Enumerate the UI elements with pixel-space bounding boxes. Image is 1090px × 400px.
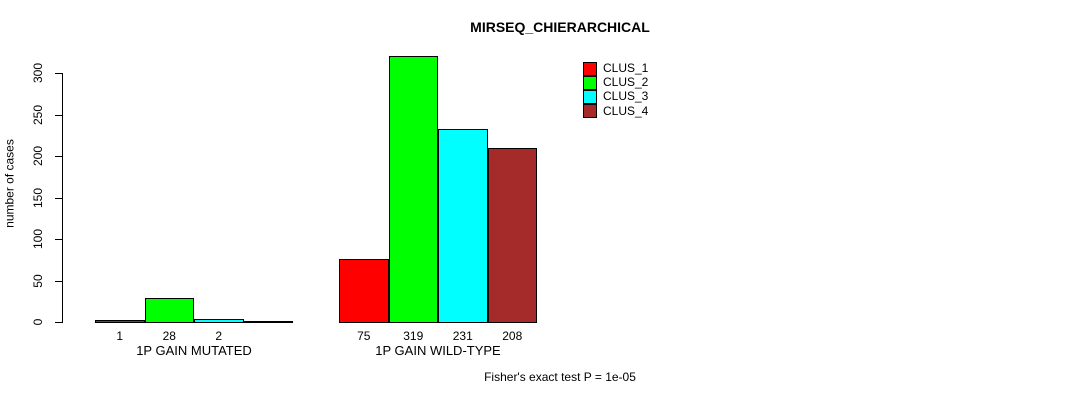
chart-title: MIRSEQ_CHIERARCHICAL <box>470 19 650 35</box>
legend-item-clus_1: CLUS_1 <box>583 61 649 76</box>
legend-swatch-clus_1 <box>583 61 597 76</box>
y-tick-mark <box>55 114 62 116</box>
legend-label: CLUS_4 <box>603 103 649 118</box>
y-tick-label: 250 <box>31 104 45 125</box>
bar-clus_3-group2 <box>438 129 488 323</box>
y-tick-mark <box>55 280 62 282</box>
bar-value-label: 1 <box>116 329 124 343</box>
bar-value-label: 208 <box>502 329 523 343</box>
legend-swatch-clus_2 <box>583 75 597 90</box>
bar-value-label: 319 <box>403 329 424 343</box>
y-tick-label: 300 <box>31 62 45 84</box>
bar-clus_3-group1 <box>194 319 244 323</box>
bar-clus_1-group2 <box>339 258 389 323</box>
y-tick-mark <box>55 322 62 323</box>
y-axis-label: number of cases <box>2 139 17 228</box>
legend-item-clus_4: CLUS_4 <box>583 103 649 119</box>
bar-clus_2-group2 <box>388 56 438 323</box>
y-tick-label: 0 <box>31 318 45 326</box>
y-tick-mark <box>55 197 62 199</box>
y-tick-label: 200 <box>31 145 45 167</box>
bar-value-label: 231 <box>452 329 473 343</box>
legend-item-clus_2: CLUS_2 <box>583 75 649 90</box>
y-tick-label: 150 <box>31 187 45 208</box>
bar-clus_4-group1 <box>243 321 293 323</box>
x-group-label-mutated: 1P GAIN MUTATED <box>136 343 252 358</box>
bar-clus_4-group2 <box>487 148 537 323</box>
legend-label: CLUS_1 <box>603 61 649 75</box>
y-tick-label: 100 <box>31 228 45 250</box>
y-axis-line <box>62 73 63 323</box>
y-tick-mark <box>55 239 62 240</box>
bar-clus_1-group1 <box>95 320 145 323</box>
legend-label: CLUS_2 <box>603 75 649 90</box>
y-tick-mark <box>55 73 62 74</box>
x-group-label-wildtype: 1P GAIN WILD-TYPE <box>375 343 501 358</box>
bar-value-label: 2 <box>215 329 223 343</box>
y-tick-label: 50 <box>31 273 45 288</box>
legend-item-clus_3: CLUS_3 <box>583 89 649 104</box>
legend-swatch-clus_3 <box>583 89 597 104</box>
legend-swatch-clus_4 <box>583 104 597 119</box>
bar-value-label: 28 <box>162 329 176 343</box>
y-tick-mark <box>55 156 62 157</box>
fisher-test-annotation: Fisher's exact test P = 1e-05 <box>484 370 636 384</box>
bar-value-label: 75 <box>357 329 371 343</box>
bar-clus_2-group1 <box>144 297 194 323</box>
legend-label: CLUS_3 <box>603 89 649 104</box>
